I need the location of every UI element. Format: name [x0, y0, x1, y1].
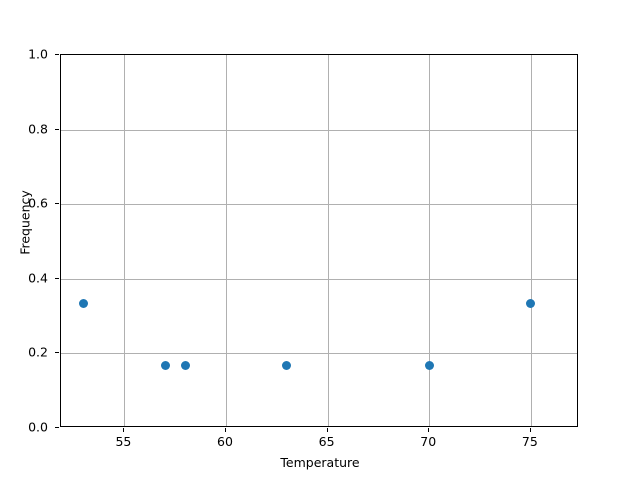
plot-axes-area [60, 54, 578, 427]
scatter-point [282, 361, 292, 371]
scatter-point [424, 361, 434, 371]
gridline-horizontal [61, 129, 577, 131]
grid-layer [61, 55, 577, 426]
y-tick-label: 0.2 [28, 344, 48, 360]
gridline-vertical [530, 55, 532, 426]
scatter-point [526, 299, 536, 309]
x-tick-mark [428, 428, 430, 432]
x-tick-label: 65 [318, 434, 335, 449]
gridline-vertical [429, 55, 431, 426]
y-tick-label: 0.4 [28, 270, 48, 286]
y-tick-mark [55, 352, 59, 354]
gridline-horizontal [61, 353, 577, 355]
gridline-vertical [226, 55, 227, 426]
scatter-data-layer [61, 55, 577, 426]
y-tick-label: 0.6 [28, 195, 48, 211]
x-tick-mark [326, 428, 328, 432]
x-tick-label: 60 [217, 434, 233, 449]
gridline-horizontal [61, 204, 577, 206]
y-tick-label: 1.0 [28, 46, 48, 62]
x-tick-mark [225, 428, 226, 432]
scatter-point [180, 361, 190, 371]
x-tick-mark [529, 428, 531, 432]
y-tick-label: 0.0 [28, 419, 48, 435]
x-tick-label: 70 [420, 434, 437, 449]
gridline-vertical [327, 55, 329, 426]
y-axis-label: Frequency [17, 190, 33, 255]
x-tick-mark [123, 428, 125, 432]
scatter-point [79, 299, 89, 309]
y-tick-label: 0.8 [28, 121, 48, 137]
y-tick-mark [55, 427, 59, 428]
y-tick-mark [55, 128, 59, 130]
gridline-horizontal [61, 278, 577, 280]
y-tick-mark [55, 54, 59, 55]
x-tick-label: 75 [521, 434, 538, 449]
x-axis-label: Temperature [280, 455, 360, 470]
y-tick-mark [55, 277, 59, 279]
gridline-vertical [124, 55, 126, 426]
scatter-point [160, 361, 170, 371]
x-tick-label: 55 [115, 434, 132, 449]
y-tick-mark [55, 203, 59, 205]
